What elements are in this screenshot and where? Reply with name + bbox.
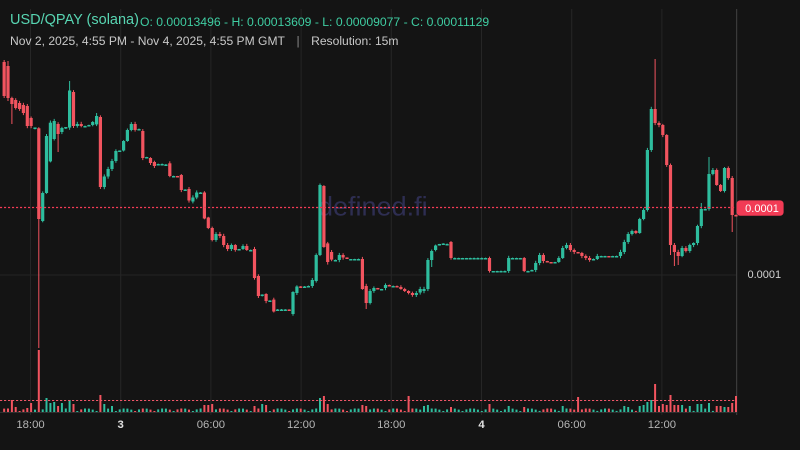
svg-text:defined.fi: defined.fi <box>318 192 428 222</box>
svg-text:0.0001: 0.0001 <box>745 203 779 215</box>
